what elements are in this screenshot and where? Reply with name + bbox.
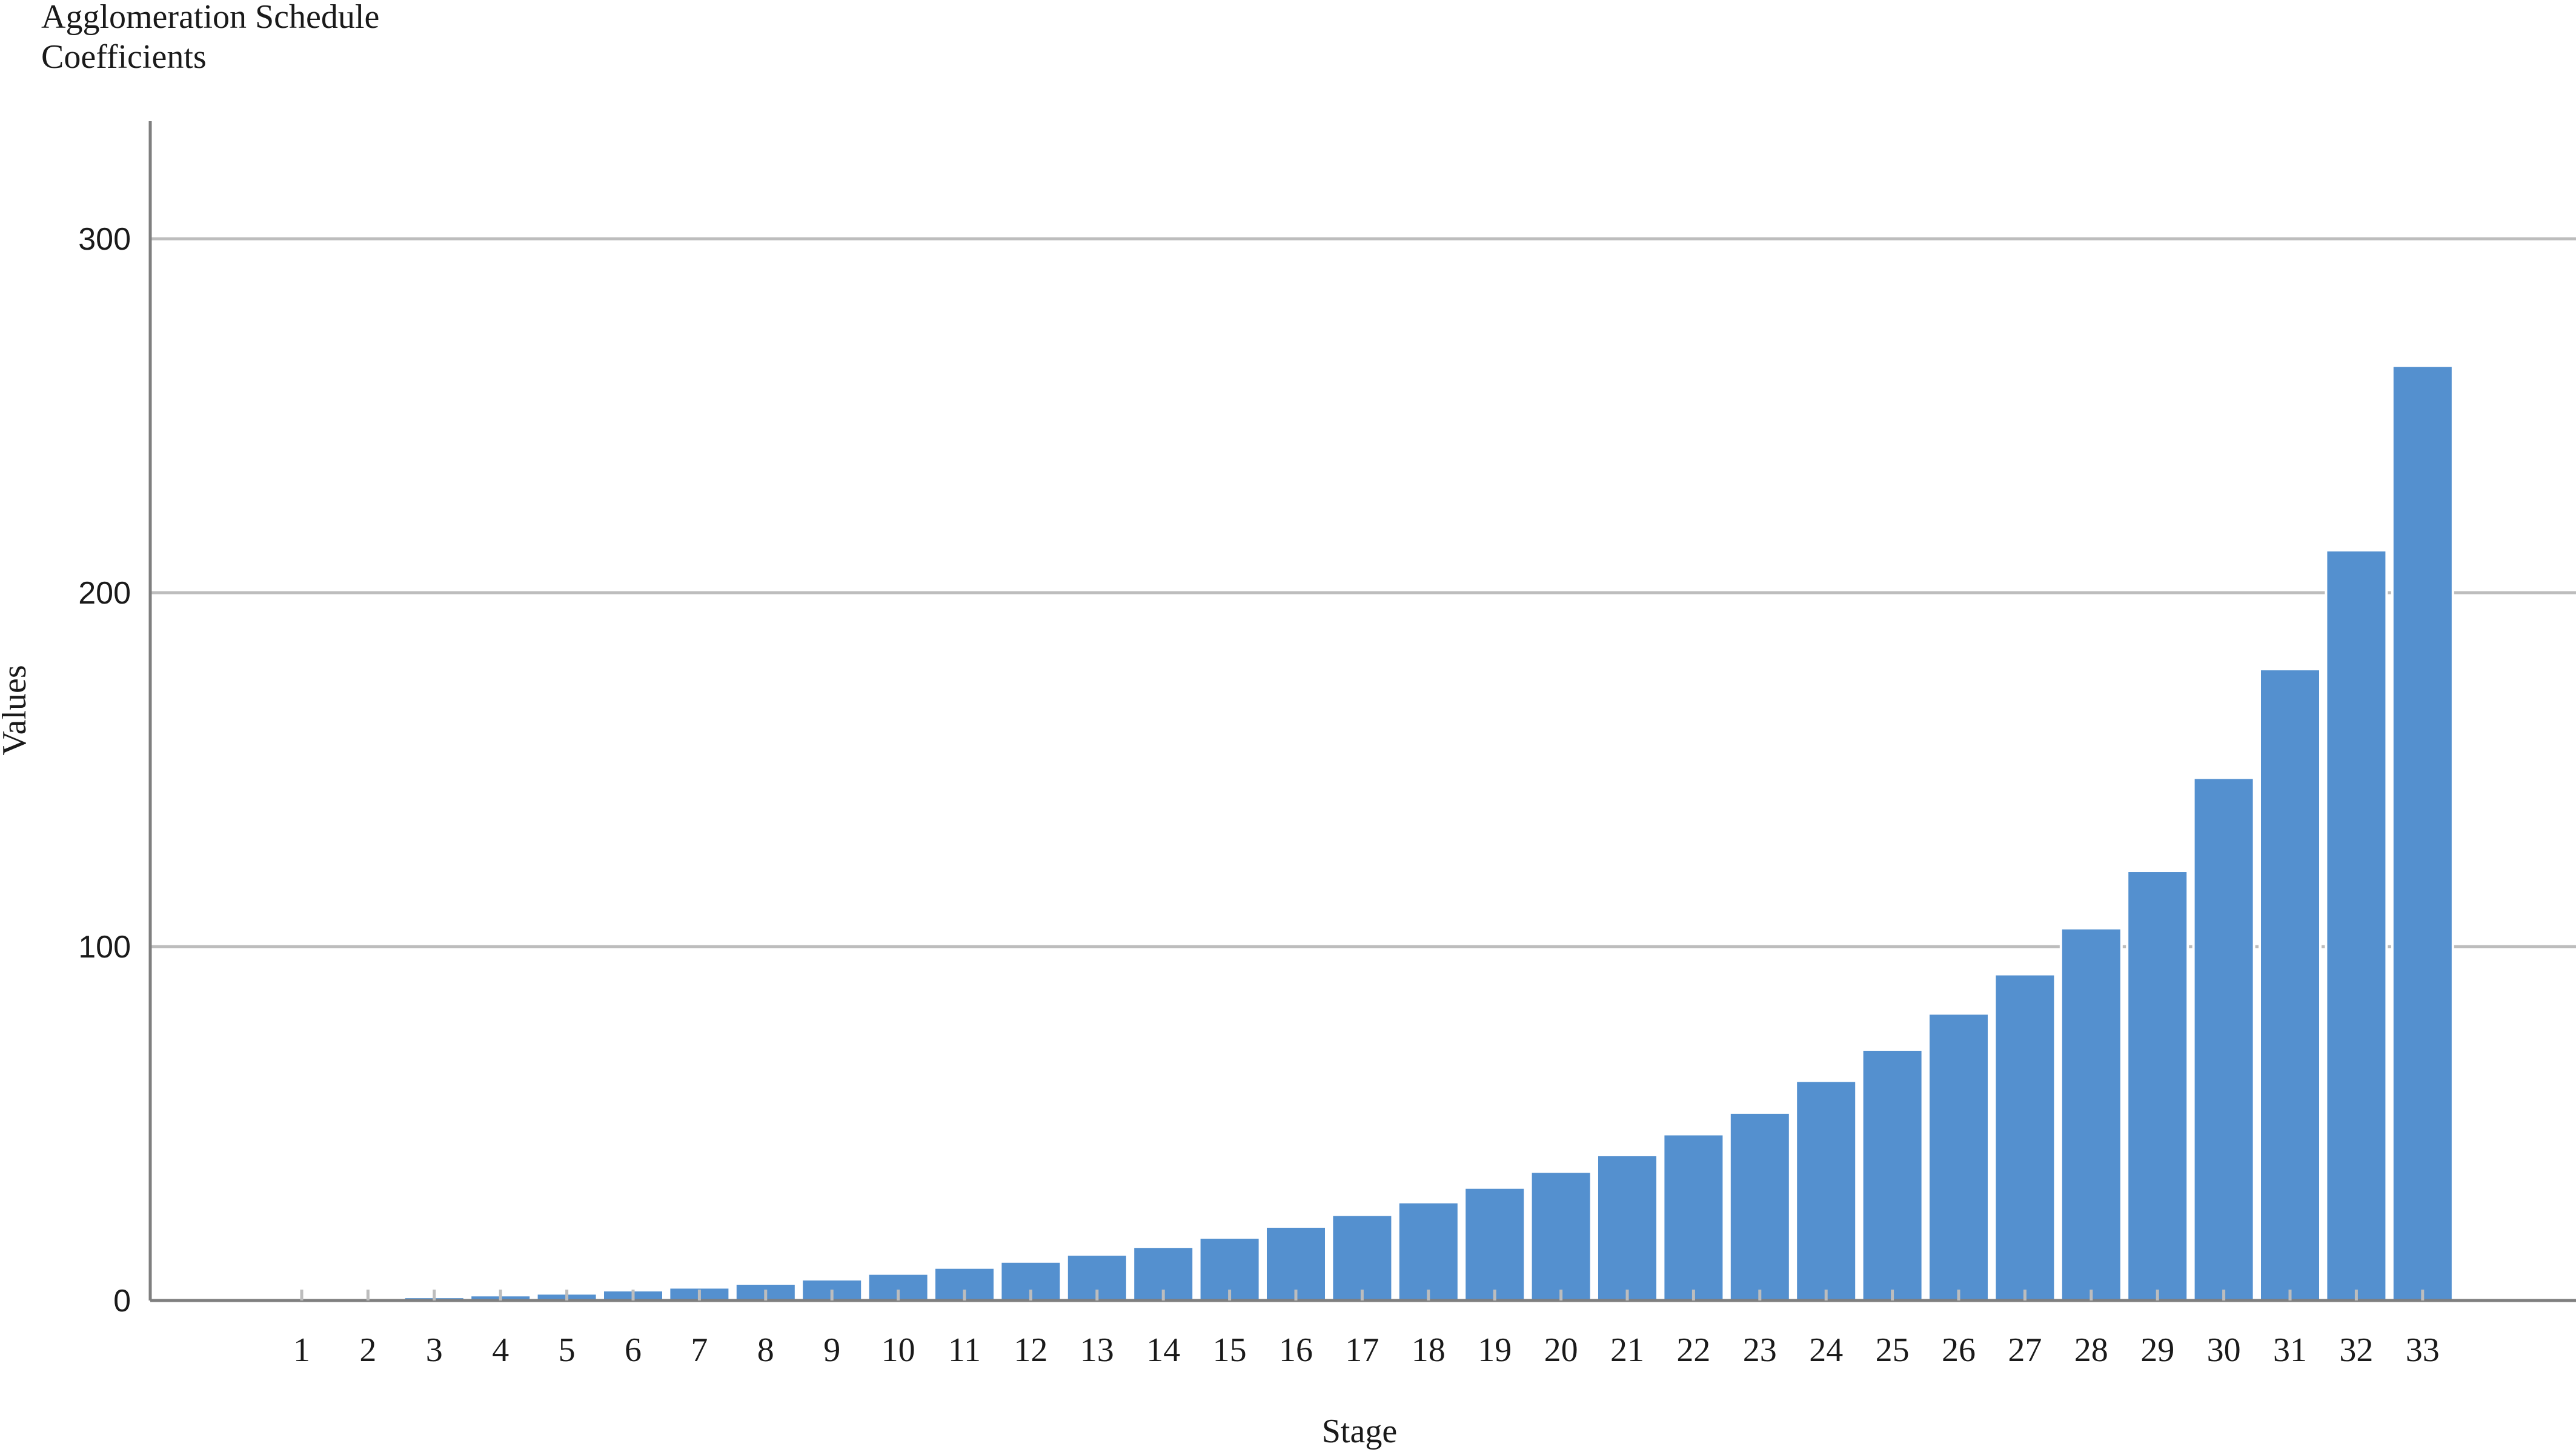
x-tick-label: 6 — [625, 1331, 642, 1369]
x-tick-label: 31 — [2273, 1331, 2307, 1369]
bar-stage-18 — [1396, 1201, 1460, 1302]
x-tick-label: 12 — [1014, 1331, 1047, 1369]
x-tick-label: 24 — [1809, 1331, 1843, 1369]
x-tick-label: 22 — [1676, 1331, 1710, 1369]
x-tick-label: 32 — [2339, 1331, 2373, 1369]
bar-stage-22 — [1662, 1133, 1725, 1302]
bar-stage-25 — [1861, 1048, 1924, 1302]
x-tick-label: 26 — [1942, 1331, 1976, 1369]
bar-stage-29 — [2126, 870, 2189, 1302]
chart-title: Agglomeration Schedule — [41, 0, 379, 36]
x-tick-label: 11 — [948, 1331, 981, 1369]
x-tick-label: 30 — [2207, 1331, 2241, 1369]
x-tick-label: 4 — [492, 1331, 509, 1369]
bar-stage-27 — [1993, 973, 2057, 1302]
bar-stage-31 — [2259, 668, 2322, 1302]
bar-stage-28 — [2059, 927, 2123, 1302]
x-tick-label: 28 — [2074, 1331, 2108, 1369]
x-tick-label: 23 — [1743, 1331, 1777, 1369]
x-tick-label: 17 — [1345, 1331, 1379, 1369]
bar-stage-30 — [2192, 776, 2256, 1302]
x-tick-label: 5 — [559, 1331, 576, 1369]
x-tick-label: 1 — [293, 1331, 310, 1369]
x-tick-label: 25 — [1876, 1331, 1910, 1369]
x-tick-label: 14 — [1146, 1331, 1180, 1369]
bar-stage-23 — [1728, 1111, 1791, 1302]
x-tick-label: 3 — [426, 1331, 443, 1369]
bar-stage-33 — [2391, 364, 2454, 1302]
x-tick-label: 20 — [1544, 1331, 1578, 1369]
x-tick-label: 2 — [359, 1331, 376, 1369]
x-tick-label: 27 — [2008, 1331, 2042, 1369]
x-tick-label: 33 — [2406, 1331, 2440, 1369]
x-tick-label: 8 — [757, 1331, 774, 1369]
bar-stage-16 — [1264, 1225, 1327, 1302]
x-tick-label: 10 — [881, 1331, 915, 1369]
x-tick-label: 29 — [2140, 1331, 2174, 1369]
bar-stage-20 — [1529, 1170, 1593, 1302]
bar-stage-26 — [1927, 1012, 1990, 1302]
bar-stage-19 — [1463, 1186, 1527, 1302]
y-tick-label: 200 — [78, 576, 131, 611]
y-tick-label: 300 — [78, 222, 131, 257]
bar-stage-17 — [1330, 1213, 1394, 1302]
bar-stage-32 — [2325, 548, 2388, 1302]
bar-stage-24 — [1794, 1079, 1858, 1302]
x-tick-label: 9 — [823, 1331, 840, 1369]
x-tick-label: 18 — [1412, 1331, 1446, 1369]
y-axis-label: Values — [0, 665, 33, 755]
x-tick-label: 16 — [1279, 1331, 1313, 1369]
bar-stage-21 — [1596, 1153, 1659, 1302]
x-axis-label: Stage — [1322, 1413, 1397, 1450]
y-tick-labels: 0 100 200 300 — [78, 222, 131, 1319]
x-tick-label: 7 — [691, 1331, 708, 1369]
x-tick-label: 13 — [1080, 1331, 1114, 1369]
x-tick-label: 21 — [1610, 1331, 1644, 1369]
chart-subtitle: Coefficients — [41, 38, 207, 76]
x-tick-label: 19 — [1478, 1331, 1512, 1369]
x-tick-labels: 1 2 3 4 5 6 7 8 9 10 11 12 13 14 15 16 17 18 19 20 21 22 23 24 2… — [293, 1290, 2440, 1369]
y-tick-label: 0 — [113, 1284, 131, 1319]
x-tick-label: 15 — [1213, 1331, 1247, 1369]
y-tick-label: 100 — [78, 930, 131, 965]
